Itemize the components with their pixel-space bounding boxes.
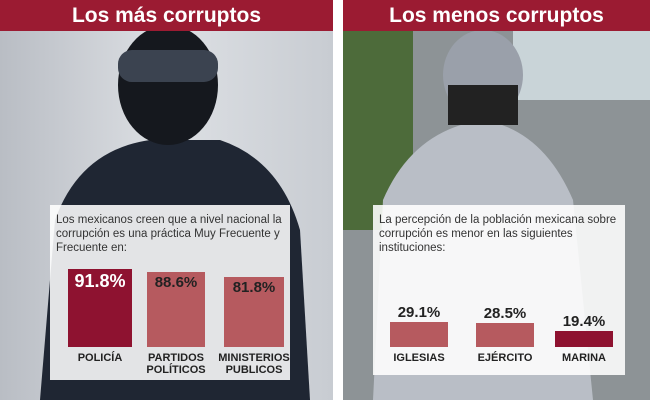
- bar: [390, 322, 448, 347]
- bar: [68, 268, 132, 347]
- value-label: 28.5%: [483, 304, 527, 322]
- bar: [147, 271, 205, 347]
- panel-title: Los menos corruptos: [343, 0, 650, 31]
- category-label: PARTIDOS POLÍTICOS: [146, 352, 206, 376]
- panel-title: Los más corruptos: [0, 0, 333, 31]
- category-label: IGLESIAS: [393, 352, 445, 364]
- category-label: MARINA: [562, 352, 606, 364]
- value-label: 81.8%: [232, 279, 276, 297]
- category-label: POLICÍA: [77, 352, 123, 364]
- chart-box: Los mexicanos creen que a nivel nacional…: [50, 205, 290, 380]
- bar: [555, 330, 613, 347]
- bar: [224, 277, 284, 347]
- subtitle: Los mexicanos creen que a nivel nacional…: [56, 214, 282, 254]
- value-label: 91.8%: [74, 270, 126, 291]
- panel: Los menos corruptos La percepción de la …: [343, 0, 650, 400]
- chart-box: La percepción de la población mexicana s…: [373, 205, 625, 375]
- bar: [476, 322, 534, 347]
- category-label: EJÉRCITO: [477, 352, 533, 364]
- value-label: 29.1%: [397, 304, 441, 322]
- category-label: MINISTERIOS PUBLICOS: [218, 352, 290, 376]
- value-label: 88.6%: [154, 273, 198, 291]
- panel: Los más corruptos Los mexicanos creen qu…: [0, 0, 333, 400]
- subtitle: La percepción de la población mexicana s…: [379, 214, 617, 254]
- value-label: 19.4%: [562, 312, 606, 330]
